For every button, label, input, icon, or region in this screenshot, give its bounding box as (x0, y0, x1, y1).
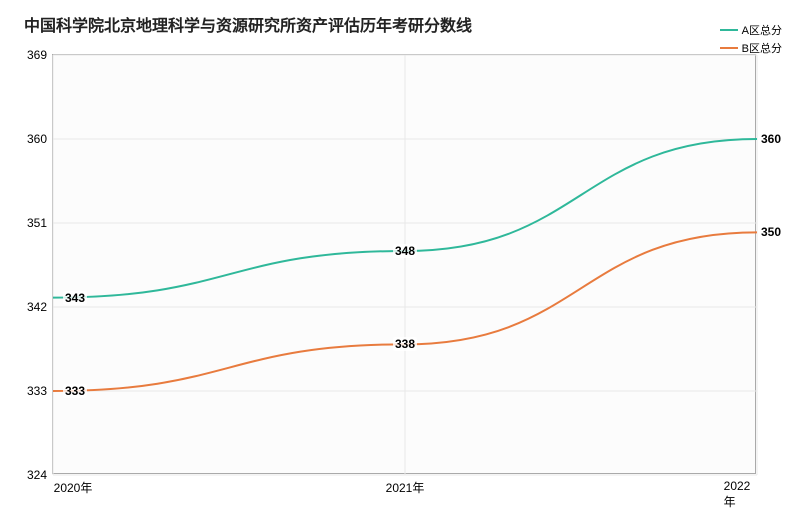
plot-svg (53, 55, 757, 475)
data-point-label: 360 (757, 132, 781, 146)
legend: A区总分 B区总分 (720, 22, 782, 58)
x-tick-label: 2020年 (54, 479, 93, 496)
data-point-label: 338 (393, 337, 417, 351)
legend-swatch-b (720, 47, 738, 49)
y-tick-label: 351 (27, 216, 47, 230)
data-point-label: 348 (393, 244, 417, 258)
x-tick-label: 2022年 (724, 479, 751, 510)
legend-swatch-a (720, 29, 738, 31)
data-point-label: 350 (757, 225, 781, 239)
y-tick-label: 324 (27, 468, 47, 482)
legend-item: A区总分 (720, 22, 782, 38)
y-tick-label: 333 (27, 384, 47, 398)
x-tick-label: 2021年 (386, 479, 425, 496)
y-tick-label: 342 (27, 300, 47, 314)
chart-title: 中国科学院北京地理科学与资源研究所资产评估历年考研分数线 (24, 12, 472, 36)
chart-container: 中国科学院北京地理科学与资源研究所资产评估历年考研分数线 A区总分 B区总分 3… (0, 0, 800, 500)
y-tick-label: 360 (27, 132, 47, 146)
data-point-label: 343 (63, 291, 87, 305)
y-tick-label: 369 (27, 48, 47, 62)
data-point-label: 333 (63, 384, 87, 398)
legend-label: A区总分 (742, 22, 782, 38)
plot-area: 3243333423513603692020年2021年2022年3433483… (52, 54, 756, 474)
